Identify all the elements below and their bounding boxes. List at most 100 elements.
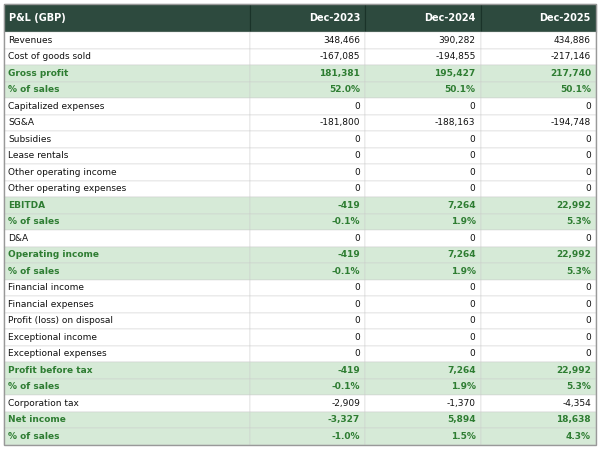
Text: 5.3%: 5.3%: [566, 382, 591, 391]
Bar: [481, 164, 596, 180]
Text: -3,327: -3,327: [328, 415, 360, 424]
Text: Profit (loss) on disposal: Profit (loss) on disposal: [8, 316, 113, 325]
Bar: [365, 65, 481, 82]
Bar: [365, 247, 481, 263]
Text: 0: 0: [585, 234, 591, 243]
Text: 7,264: 7,264: [447, 201, 476, 210]
Text: -217,146: -217,146: [551, 52, 591, 61]
Text: Cost of goods sold: Cost of goods sold: [8, 52, 91, 61]
Text: 22,992: 22,992: [556, 201, 591, 210]
Text: Corporation tax: Corporation tax: [8, 399, 79, 408]
Bar: [365, 82, 481, 98]
Text: Dec-2024: Dec-2024: [424, 13, 476, 23]
Text: % of sales: % of sales: [8, 217, 59, 226]
Text: 0: 0: [585, 151, 591, 160]
Bar: [365, 313, 481, 329]
Bar: [4, 345, 250, 362]
Bar: [250, 247, 365, 263]
Bar: [365, 362, 481, 378]
Bar: [250, 329, 365, 345]
Bar: [250, 98, 365, 115]
Bar: [4, 180, 250, 197]
Bar: [481, 345, 596, 362]
Bar: [4, 115, 250, 131]
Bar: [4, 197, 250, 213]
Text: 217,740: 217,740: [550, 69, 591, 78]
Bar: [4, 362, 250, 378]
Text: Dec-2023: Dec-2023: [309, 13, 360, 23]
Bar: [481, 329, 596, 345]
Text: 22,992: 22,992: [556, 366, 591, 375]
Text: 0: 0: [470, 316, 476, 325]
Text: 390,282: 390,282: [439, 36, 476, 45]
Bar: [4, 395, 250, 411]
Text: -419: -419: [337, 201, 360, 210]
Text: 0: 0: [585, 135, 591, 144]
Bar: [4, 49, 250, 65]
Bar: [250, 213, 365, 230]
Text: 0: 0: [585, 168, 591, 177]
Bar: [481, 280, 596, 296]
Bar: [365, 411, 481, 428]
Text: Financial expenses: Financial expenses: [8, 300, 94, 309]
Bar: [250, 4, 365, 32]
Text: 22,992: 22,992: [556, 250, 591, 259]
Text: 0: 0: [585, 333, 591, 342]
Text: Profit before tax: Profit before tax: [8, 366, 92, 375]
Bar: [365, 213, 481, 230]
Bar: [481, 263, 596, 280]
Bar: [4, 4, 250, 32]
Text: -2,909: -2,909: [331, 399, 360, 408]
Text: -188,163: -188,163: [435, 118, 476, 127]
Bar: [365, 230, 481, 247]
Text: Exceptional income: Exceptional income: [8, 333, 97, 342]
Text: Revenues: Revenues: [8, 36, 52, 45]
Text: 50.1%: 50.1%: [560, 85, 591, 94]
Text: -181,800: -181,800: [320, 118, 360, 127]
Bar: [481, 362, 596, 378]
Bar: [365, 197, 481, 213]
Text: 348,466: 348,466: [323, 36, 360, 45]
Bar: [481, 98, 596, 115]
Text: 181,381: 181,381: [319, 69, 360, 78]
Bar: [250, 164, 365, 180]
Text: 0: 0: [470, 333, 476, 342]
Text: 0: 0: [355, 300, 360, 309]
Bar: [4, 131, 250, 147]
Bar: [481, 147, 596, 164]
Text: Operating income: Operating income: [8, 250, 99, 259]
Text: Other operating expenses: Other operating expenses: [8, 184, 126, 193]
Text: 0: 0: [470, 234, 476, 243]
Bar: [4, 296, 250, 313]
Text: -0.1%: -0.1%: [332, 267, 360, 276]
Text: 1.9%: 1.9%: [451, 267, 476, 276]
Bar: [250, 32, 365, 49]
Bar: [4, 313, 250, 329]
Text: 4.3%: 4.3%: [566, 432, 591, 441]
Text: 5.3%: 5.3%: [566, 267, 591, 276]
Text: 0: 0: [470, 168, 476, 177]
Text: -419: -419: [337, 366, 360, 375]
Bar: [4, 378, 250, 395]
Bar: [481, 65, 596, 82]
Bar: [365, 428, 481, 445]
Bar: [481, 32, 596, 49]
Text: -4,354: -4,354: [562, 399, 591, 408]
Bar: [250, 345, 365, 362]
Text: 0: 0: [470, 151, 476, 160]
Text: % of sales: % of sales: [8, 432, 59, 441]
Text: 0: 0: [355, 234, 360, 243]
Text: 0: 0: [585, 283, 591, 292]
Text: % of sales: % of sales: [8, 267, 59, 276]
Text: 0: 0: [585, 316, 591, 325]
Bar: [250, 395, 365, 411]
Bar: [481, 131, 596, 147]
Text: 0: 0: [355, 151, 360, 160]
Bar: [4, 411, 250, 428]
Text: 0: 0: [355, 283, 360, 292]
Bar: [4, 230, 250, 247]
Bar: [365, 180, 481, 197]
Bar: [250, 230, 365, 247]
Text: -0.1%: -0.1%: [332, 217, 360, 226]
Bar: [365, 280, 481, 296]
